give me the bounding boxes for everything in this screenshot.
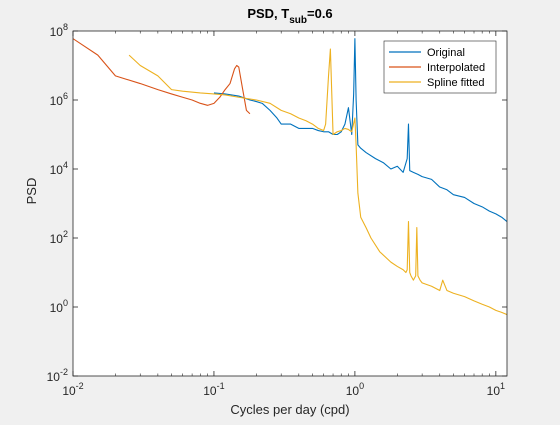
series-line-interpolated [73,38,251,115]
x-tick-label: 10-1 [203,381,224,398]
y-tick-label-exponent: 4 [63,160,68,170]
series-layer [73,38,507,316]
chart-title-subscript: sub [289,15,307,26]
x-tick-label: 101 [487,381,505,398]
x-axis-label: Cycles per day (cpd) [230,402,349,417]
y-tick-label-exponent: 2 [63,229,68,239]
legend: Original Interpolated Spline fitted [383,40,497,94]
x-tick-label-exponent: 1 [500,381,505,391]
x-tick-label: 100 [346,381,364,398]
series-line-spline-fitted [128,48,507,316]
chart-title: PSD, Tsub=0.6 [247,6,332,26]
y-tick-label: 100 [50,298,68,315]
x-tick-label-base: 10 [62,384,76,398]
x-tick-label-exponent: 0 [359,381,364,391]
y-tick-label-base: 10 [50,232,64,246]
y-tick-label-exponent: 0 [63,298,68,308]
y-tick-label-base: 10 [50,301,64,315]
axes-box [72,30,508,377]
x-tick-label-base: 10 [487,384,501,398]
y-tick-label: 108 [50,22,68,39]
y-tick-label-base: 10 [47,370,61,384]
y-axis-label: PSD [24,178,39,205]
legend-label-spline-fitted: Spline fitted [427,77,484,89]
x-tick-label-exponent: -2 [76,381,84,391]
series-line-original [213,38,507,222]
y-tick-label-exponent: -2 [60,367,68,377]
x-tick-label-exponent: -1 [217,381,225,391]
y-tick-label-base: 10 [50,94,64,108]
y-tick-label: 106 [50,91,68,108]
y-tick-label-base: 10 [50,163,64,177]
y-tick-label-exponent: 8 [63,22,68,32]
y-tick-label: 102 [50,229,68,246]
y-tick-label-exponent: 6 [63,91,68,101]
x-tick-label-base: 10 [203,384,217,398]
legend-label-original: Original [427,47,465,59]
y-tick-label: 10-2 [47,367,68,384]
x-tick-label-base: 10 [346,384,360,398]
chart-title-prefix: PSD, T [247,6,289,21]
y-tick-label: 104 [50,160,68,177]
y-tick-label-base: 10 [50,25,64,39]
legend-label-interpolated: Interpolated [427,62,485,74]
x-tick-label: 10-2 [62,381,83,398]
chart-title-suffix: =0.6 [307,6,333,21]
